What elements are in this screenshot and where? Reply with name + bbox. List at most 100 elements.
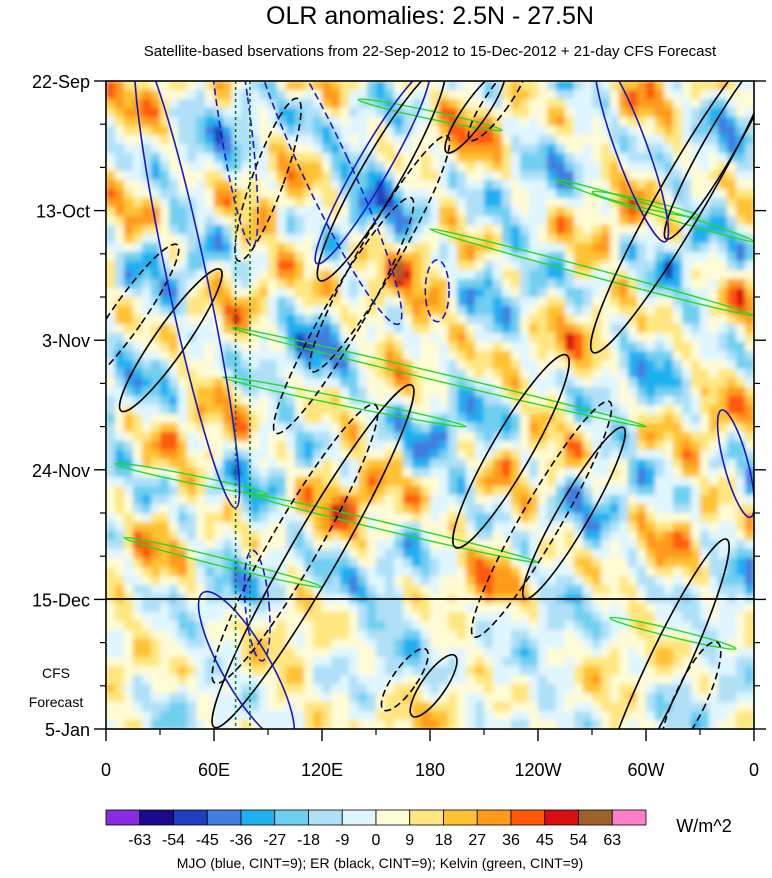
heat-cell: [493, 333, 503, 343]
heat-cell: [466, 405, 476, 415]
heat-cell: [700, 423, 710, 433]
heat-cell: [610, 234, 620, 244]
heat-cell: [115, 225, 125, 235]
heat-cell: [448, 567, 458, 577]
heat-cell: [493, 666, 503, 676]
heat-cell: [430, 531, 440, 541]
heat-cell: [151, 558, 161, 568]
heat-cell: [385, 477, 395, 487]
heat-cell: [709, 468, 719, 478]
heat-cell: [403, 126, 413, 136]
heat-cell: [466, 486, 476, 496]
heat-cell: [628, 576, 638, 586]
heat-cell: [304, 468, 314, 478]
heat-cell: [664, 657, 674, 667]
heat-cell: [601, 270, 611, 280]
heat-cell: [133, 306, 143, 316]
heat-cell: [367, 648, 377, 658]
heat-cell: [115, 666, 125, 676]
heat-cell: [601, 351, 611, 361]
heat-cell: [385, 558, 395, 568]
heat-cell: [178, 540, 188, 550]
heat-cell: [547, 414, 557, 424]
heat-cell: [115, 306, 125, 316]
heat-cell: [367, 450, 377, 460]
heat-cell: [718, 639, 728, 649]
heat-cell: [700, 81, 710, 91]
heat-cell: [304, 540, 314, 550]
heat-cell: [457, 576, 467, 586]
heat-cell: [259, 702, 269, 712]
heat-cell: [376, 477, 386, 487]
heat-cell: [484, 414, 494, 424]
heat-cell: [277, 720, 287, 729]
heat-cell: [133, 459, 143, 469]
heat-cell: [340, 657, 350, 667]
heat-cell: [412, 297, 422, 307]
heat-cell: [142, 531, 152, 541]
heat-cell: [142, 693, 152, 703]
heat-cell: [250, 567, 260, 577]
heat-cell: [538, 342, 548, 352]
heat-cell: [331, 567, 341, 577]
heat-cell: [502, 360, 512, 370]
heat-cell: [214, 378, 224, 388]
heat-cell: [475, 144, 485, 154]
heat-cell: [151, 369, 161, 379]
heat-cell: [637, 180, 647, 190]
heat-cell: [565, 414, 575, 424]
heat-cell: [655, 567, 665, 577]
heat-cell: [556, 198, 566, 208]
heat-cell: [700, 612, 710, 622]
heat-cell: [592, 324, 602, 334]
heat-cell: [250, 90, 260, 100]
heat-cell: [313, 603, 323, 613]
heat-cell: [709, 522, 719, 532]
heat-cell: [529, 387, 539, 397]
heat-cell: [610, 351, 620, 361]
heat-cell: [268, 387, 278, 397]
heat-cell: [511, 432, 521, 442]
heat-cell: [187, 270, 197, 280]
heat-cell: [385, 90, 395, 100]
heat-cell: [700, 486, 710, 496]
heat-cell: [403, 468, 413, 478]
heat-cell: [133, 423, 143, 433]
heat-cell: [331, 234, 341, 244]
heat-cell: [556, 270, 566, 280]
heat-cell: [700, 621, 710, 631]
heat-cell: [457, 666, 467, 676]
heat-cell: [142, 225, 152, 235]
heat-cell: [142, 135, 152, 145]
heat-cell: [511, 306, 521, 316]
heat-cell: [466, 648, 476, 658]
heat-cell: [502, 693, 512, 703]
heat-cell: [124, 612, 134, 622]
heat-cell: [448, 81, 458, 91]
heat-cell: [367, 297, 377, 307]
heat-cell: [673, 540, 683, 550]
heat-cell: [682, 324, 692, 334]
heat-cell: [574, 270, 584, 280]
heat-cell: [484, 279, 494, 289]
heat-cell: [142, 333, 152, 343]
heat-cell: [637, 432, 647, 442]
heat-cell: [115, 270, 125, 280]
heat-cell: [583, 207, 593, 217]
heat-cell: [583, 522, 593, 532]
heat-cell: [439, 234, 449, 244]
heat-cell: [475, 297, 485, 307]
heat-cell: [439, 171, 449, 181]
heat-cell: [106, 468, 116, 478]
heat-cell: [259, 207, 269, 217]
heat-cell: [169, 243, 179, 253]
heat-cell: [682, 360, 692, 370]
heat-cell: [475, 684, 485, 694]
heat-cell: [664, 243, 674, 253]
heat-cell: [286, 270, 296, 280]
heat-cell: [313, 324, 323, 334]
heat-cell: [637, 288, 647, 298]
heat-cell: [295, 144, 305, 154]
heat-cell: [358, 306, 368, 316]
heat-cell: [601, 252, 611, 262]
